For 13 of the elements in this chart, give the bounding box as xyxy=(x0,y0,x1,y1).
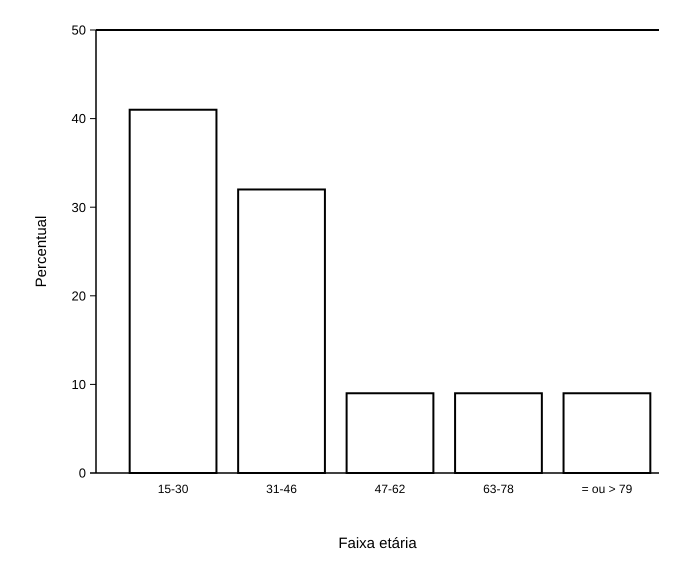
x-tick-label: = ou > 79 xyxy=(582,482,633,496)
y-tick-label: 0 xyxy=(78,466,86,481)
y-tick-label: 20 xyxy=(72,288,86,304)
y-axis-title: Percentual xyxy=(33,216,50,288)
y-tick-label: 10 xyxy=(72,376,86,392)
x-tick-label: 15-30 xyxy=(158,482,189,496)
x-tick-label: 31-46 xyxy=(266,482,298,496)
y-tick-label: 40 xyxy=(72,111,86,126)
x-tick-label: 47-62 xyxy=(374,482,406,496)
x-axis-title: Faixa etária xyxy=(338,535,418,552)
x-tick-label: 63-78 xyxy=(483,482,514,496)
y-tick-label: 50 xyxy=(72,22,86,38)
y-tick-label: 30 xyxy=(72,200,86,215)
